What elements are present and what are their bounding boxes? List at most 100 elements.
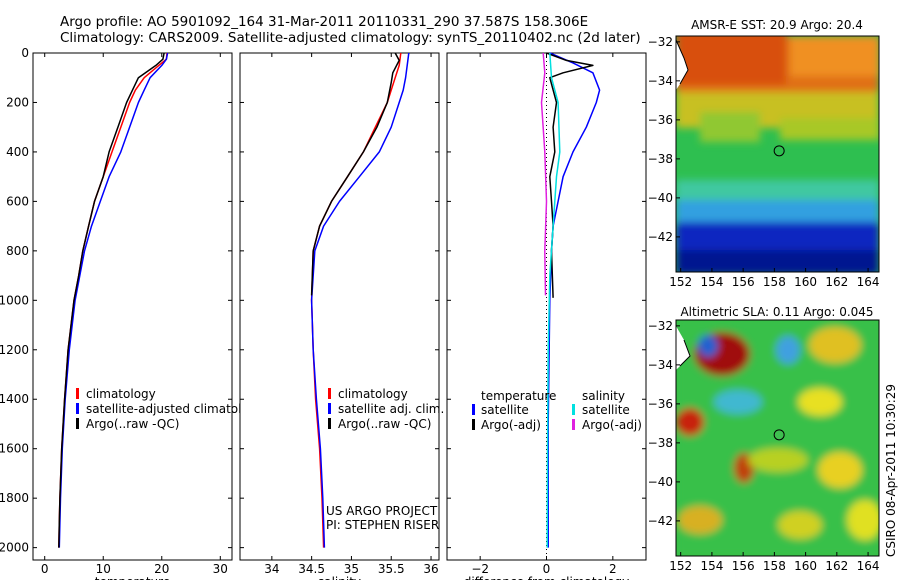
difference-xlabel: difference from climatology [464, 575, 630, 580]
sla-map-frame [675, 319, 880, 557]
difference-series-salinity-argo-adj- [540, 52, 548, 296]
sst-map-xtick-label: 158 [763, 275, 786, 289]
difference-legend-item: satellite [481, 403, 529, 417]
temperature-ytick-label: 2000 [0, 541, 29, 555]
sla-map-axes: 152 154 156 158 160 162 164 −32 −34 −36 −38 −40 −42 [648, 319, 880, 573]
salinity-xtick-label: 35.5 [378, 562, 405, 576]
sla-map-xtick-label: 162 [825, 559, 848, 573]
temperature-panel: 0 10 20 30 0 200 400 600 800 1000 1200 1400 1600 1800… [0, 46, 264, 580]
salinity-xtick-label: 35 [344, 562, 359, 576]
figure-title-line1: Argo profile: AO 5901092_164 31-Mar-2011… [60, 14, 588, 30]
difference-xtick-label: −2 [471, 562, 489, 576]
difference-legend-item: satellite [582, 403, 630, 417]
temperature-xtick-label: 0 [41, 562, 49, 576]
sst-map-xtick-label: 154 [700, 275, 723, 289]
temperature-legend-swatch [76, 388, 79, 399]
side-timestamp: CSIRO 08-Apr-2011 10:30:29 [884, 384, 898, 557]
salinity-legend-item: climatology [338, 387, 408, 401]
salinity-xtick-label: 36 [423, 562, 438, 576]
salinity-xtick-label: 34 [264, 562, 279, 576]
sst-map-image [676, 36, 879, 272]
temperature-legend-item: climatology [86, 387, 156, 401]
temperature-ytick-label: 1400 [0, 392, 29, 406]
sst-map-xtick-label: 164 [857, 275, 880, 289]
sst-map-frame [675, 35, 880, 273]
salinity-legend-swatch [328, 403, 331, 414]
sst-argo-marker [773, 145, 785, 157]
salinity-legend-item: satellite adj. clim. [338, 402, 444, 416]
temperature-ytick-label: 0 [21, 46, 29, 60]
sst-map-ytick-label: −38 [648, 152, 673, 166]
temperature-ytick-label: 1200 [0, 343, 29, 357]
difference-panel: −2 0 2difference from climatology temperatu… [446, 52, 647, 580]
sla-map-ytick-label: −38 [648, 436, 673, 450]
difference-legend-header-salinity: salinity [582, 389, 625, 403]
temperature-ytick-label: 200 [6, 95, 29, 109]
salinity-legend-item: Argo(..raw -QC) [338, 417, 431, 431]
salinity-legend-swatch [328, 388, 331, 399]
sla-map-ytick-label: −32 [648, 319, 673, 333]
difference-legend-item: Argo(-adj) [481, 418, 541, 432]
sla-map-ytick-label: −34 [648, 358, 673, 372]
sst-map-ytick-label: −42 [648, 230, 673, 244]
temperature-plot-frame [32, 52, 233, 561]
side-timestamp-text: CSIRO 08-Apr-2011 10:30:29 [884, 384, 898, 557]
temperature-ytick-label: 600 [6, 194, 29, 208]
difference-legend-swatch [472, 419, 475, 430]
temperature-series-argo-raw-qc- [58, 52, 165, 548]
sla-map-ytick-label: −36 [648, 397, 673, 411]
figure-title-line2: Climatology: CARS2009. Satellite-adjuste… [60, 30, 641, 46]
sla-map-ytick-label: −42 [648, 514, 673, 528]
sst-map-xtick-label: 162 [825, 275, 848, 289]
sla-map-xtick-label: 152 [669, 559, 692, 573]
salinity-legend-swatch [328, 418, 331, 429]
temperature-legend-swatch [76, 418, 79, 429]
sla-map-xtick-label: 154 [700, 559, 723, 573]
sla-argo-marker [773, 429, 785, 441]
temperature-ytick-label: 800 [6, 244, 29, 258]
sla-map-ytick-label: −40 [648, 475, 673, 489]
salinity-plot-frame [239, 52, 440, 561]
temperature-ytick-label: 1000 [0, 293, 29, 307]
sla-map-xtick-label: 164 [857, 559, 880, 573]
salinity-series-argo-raw-qc- [310, 52, 400, 296]
temperature-ytick-label: 1600 [0, 442, 29, 456]
salinity-panel: 34 34.5 35 35.5 36 salinity climatologysatelli… [239, 52, 444, 580]
difference-legend-item: Argo(-adj) [582, 418, 642, 432]
sst-map-axes: 152 154 156 158 160 162 164 −32 −34 −36 −38 −40 −42 [648, 35, 880, 289]
temperature-xlabel: temperature [95, 575, 170, 580]
difference-xtick-label: 0 [543, 562, 551, 576]
sst-map-xtick-label: 152 [669, 275, 692, 289]
sst-map-ytick-label: −36 [648, 113, 673, 127]
sst-map-title: AMSR-E SST: 20.9 Argo: 20.4 [691, 18, 863, 32]
difference-legend-swatch [472, 404, 475, 415]
salinity-series-satellite-adj-clim- [310, 52, 410, 548]
salinity-xlabel: salinity [318, 575, 361, 580]
salinity-annotation: US ARGO PROJECT [326, 504, 438, 518]
temperature-legend-item: satellite-adjusted climatology [86, 402, 264, 416]
difference-series-salinity-satellite [546, 52, 561, 548]
sla-map-xtick-label: 156 [732, 559, 755, 573]
difference-legend-swatch [572, 419, 575, 430]
temperature-xtick-label: 20 [154, 562, 169, 576]
sla-map-title: Altimetric SLA: 0.11 Argo: 0.045 [680, 305, 873, 319]
sst-map-ytick-label: −32 [648, 35, 673, 49]
temperature-xtick-label: 30 [213, 562, 228, 576]
difference-xtick-label: 2 [609, 562, 617, 576]
temperature-legend-swatch [76, 403, 79, 414]
temperature-ytick-label: 400 [6, 145, 29, 159]
difference-legend-swatch [572, 404, 575, 415]
salinity-xtick-label: 34.5 [298, 562, 325, 576]
temperature-xtick-label: 10 [96, 562, 111, 576]
sst-map-xtick-label: 156 [732, 275, 755, 289]
sst-map-xtick-label: 160 [794, 275, 817, 289]
salinity-annotation: PI: STEPHEN RISER [326, 518, 439, 532]
temperature-ytick-label: 1800 [0, 491, 29, 505]
sla-map-xtick-label: 160 [794, 559, 817, 573]
temperature-legend-item: Argo(..raw -QC) [86, 417, 179, 431]
sst-map-ytick-label: −40 [648, 191, 673, 205]
sla-map-xtick-label: 158 [763, 559, 786, 573]
difference-legend-header-temperature: temperature [481, 389, 556, 403]
sst-map-ytick-label: −34 [648, 74, 673, 88]
